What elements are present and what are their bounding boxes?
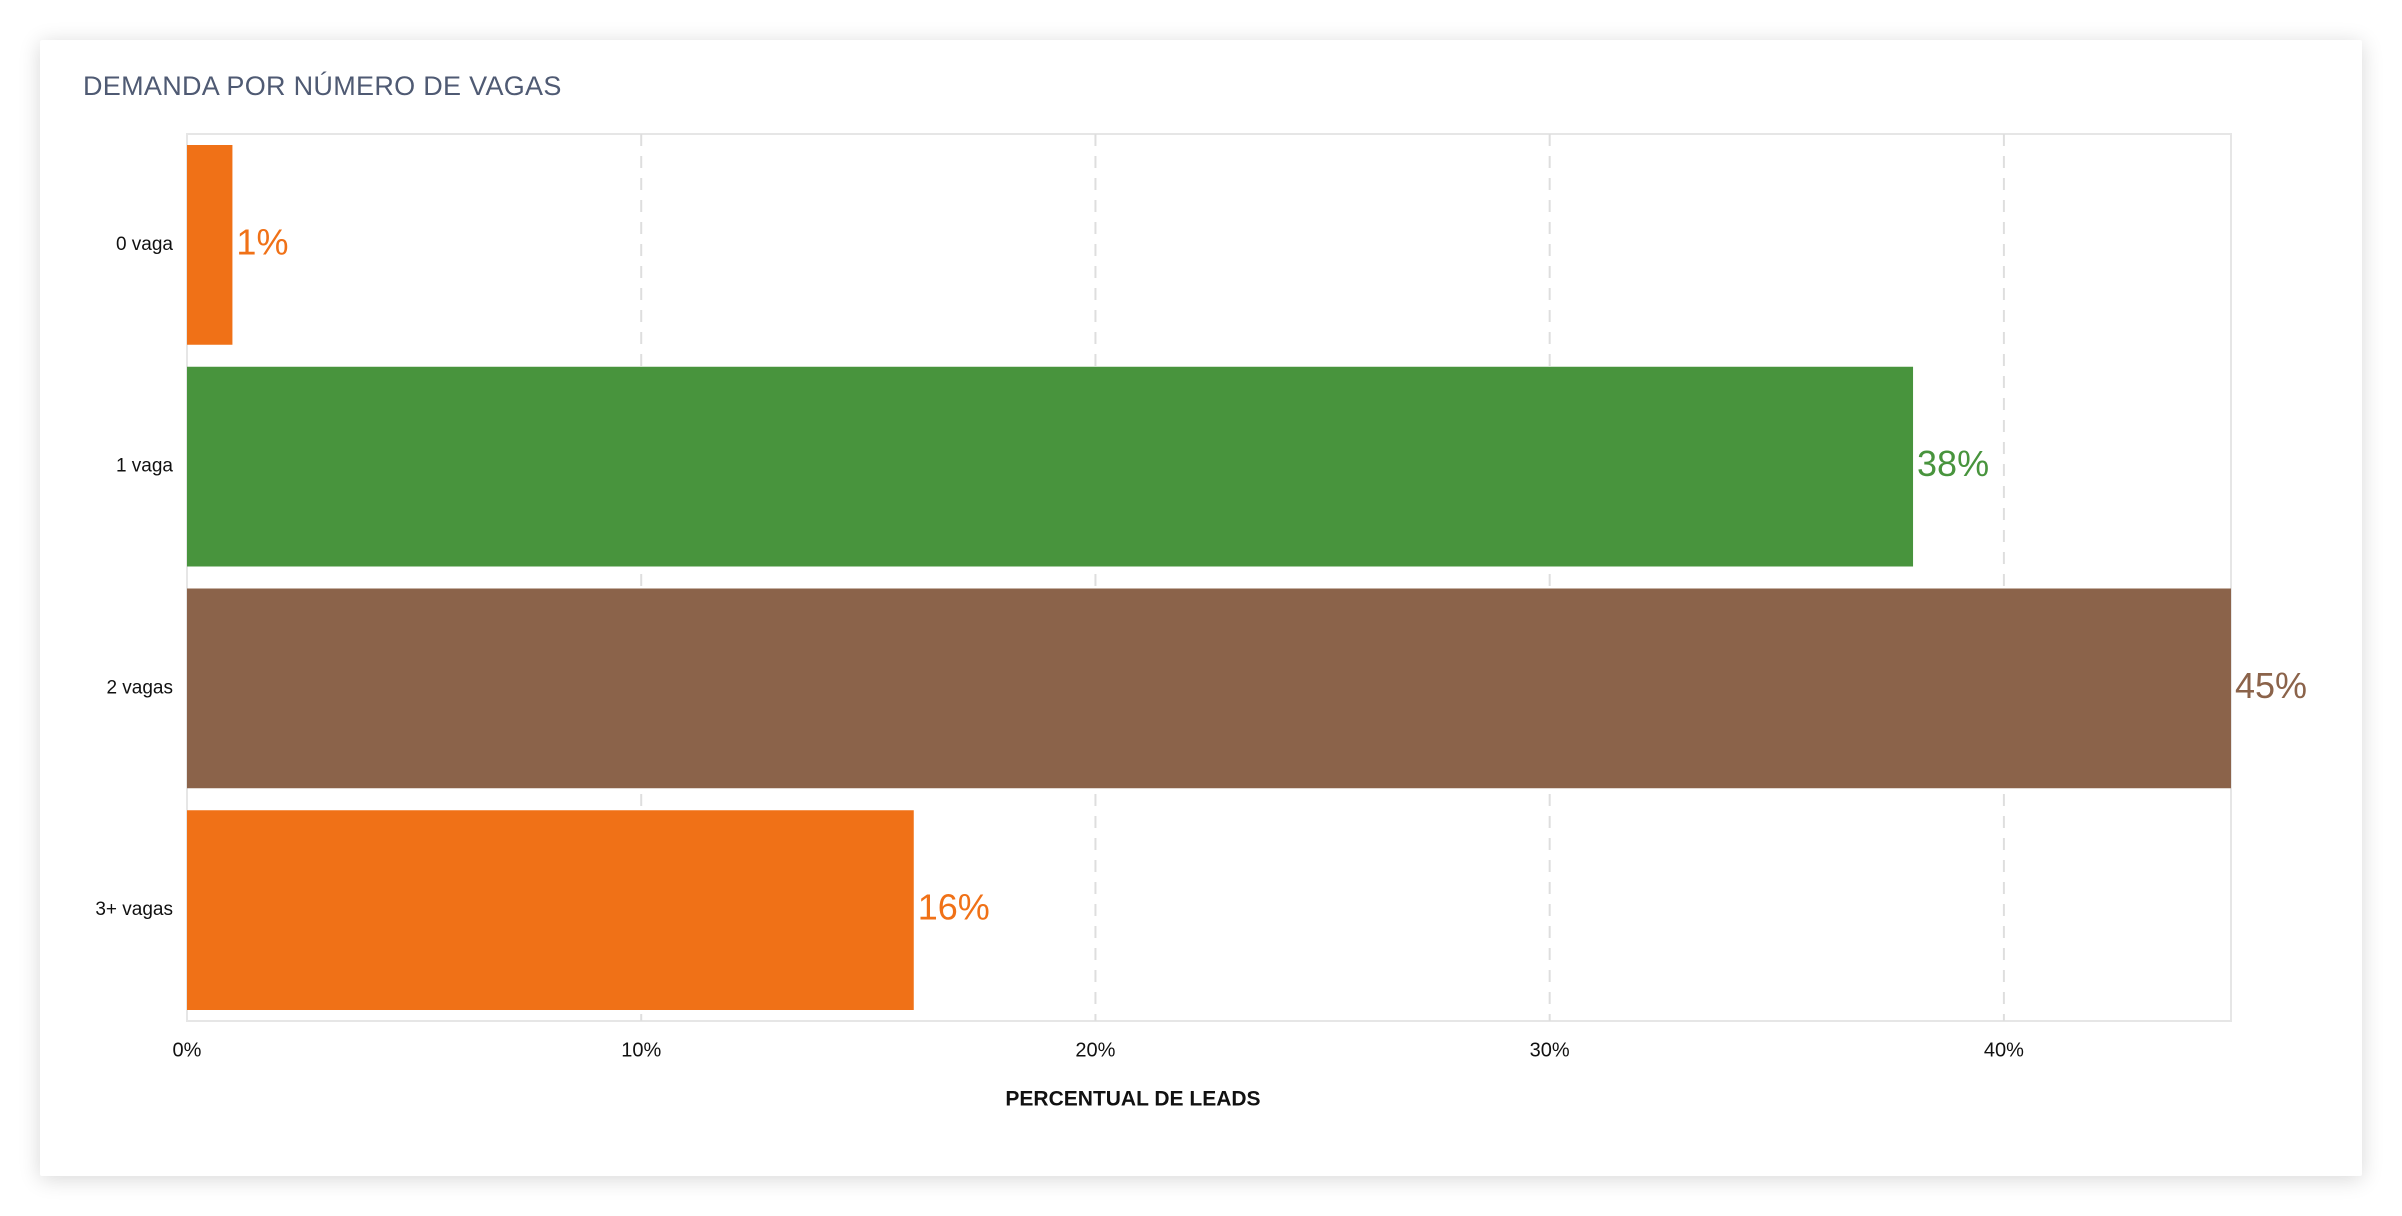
chart-title: DEMANDA POR NÚMERO DE VAGAS <box>83 71 562 101</box>
bar-value-label: 45% <box>2235 665 2307 706</box>
bar <box>187 145 233 345</box>
y-tick-label: 0 vaga <box>116 234 173 255</box>
x-tick-label: 20% <box>1075 1039 1115 1061</box>
bar-value-label: 38% <box>1917 443 1989 484</box>
chart-card: DEMANDA POR NÚMERO DE VAGAS 1% 0 vaga 38% 1… <box>40 40 2362 1176</box>
x-tick-label: 40% <box>1984 1039 2024 1061</box>
bar-chart: 1% 0 vaga 38% 1 vaga 45% 2 vagas 16% 3+ vagas 0%… <box>95 133 2307 1111</box>
x-tick-label: 0% <box>173 1039 202 1061</box>
bar-value-label: 1% <box>236 221 288 262</box>
x-axis-title: PERCENTUAL DE LEADS <box>1005 1088 1260 1111</box>
x-tick-label: 30% <box>1530 1039 1570 1061</box>
plot-area-frame <box>186 133 2232 1022</box>
bar-value-label: 16% <box>918 887 990 928</box>
y-tick-label: 3+ vagas <box>95 899 173 920</box>
bar <box>187 366 1914 567</box>
y-tick-label: 2 vagas <box>106 677 173 698</box>
bar <box>187 810 914 1010</box>
y-tick-label: 1 vaga <box>116 456 173 477</box>
bar <box>187 588 2231 789</box>
x-tick-label: 10% <box>621 1039 661 1061</box>
